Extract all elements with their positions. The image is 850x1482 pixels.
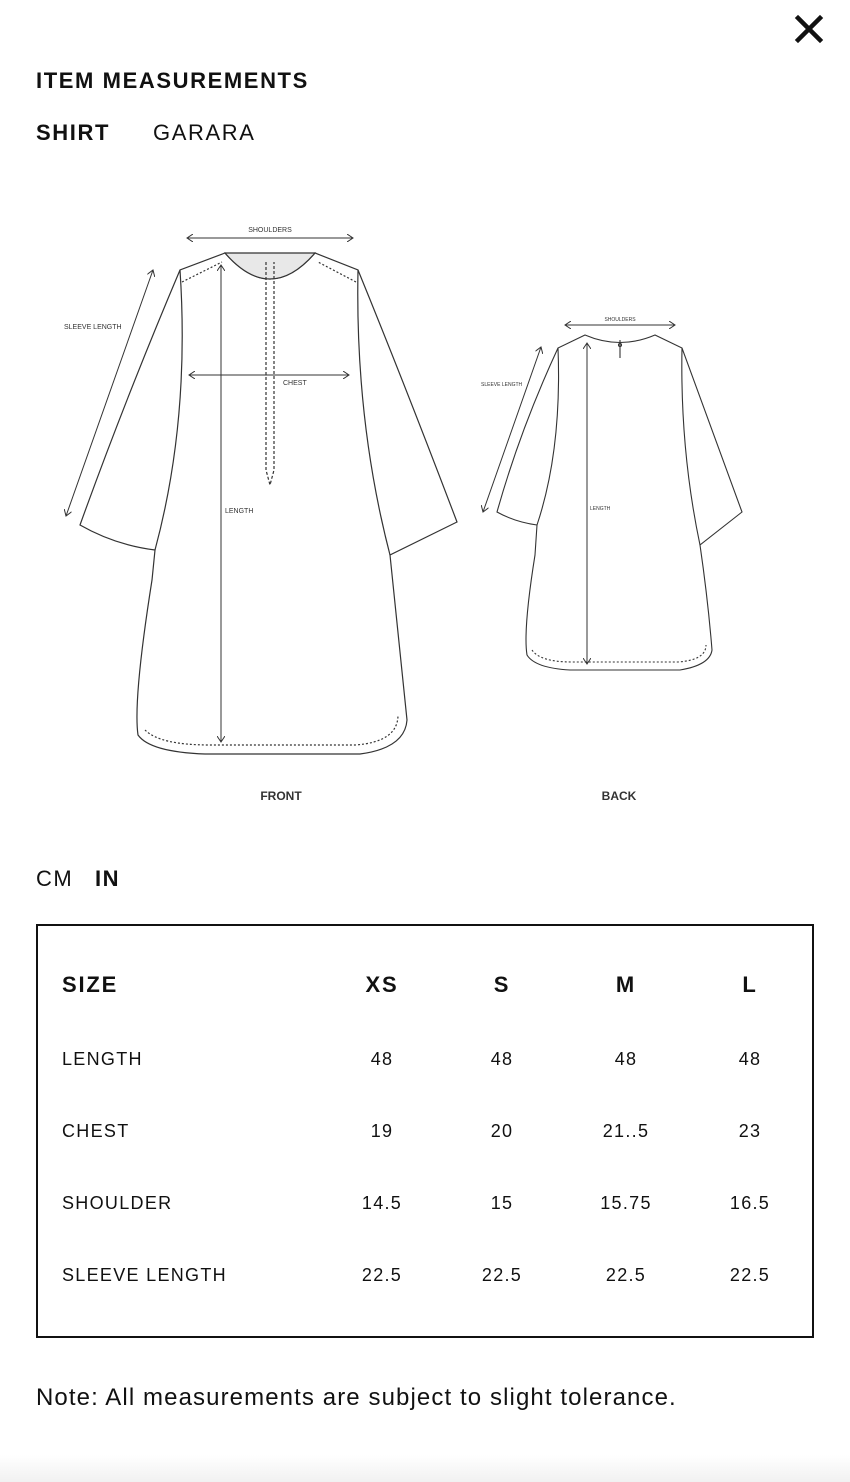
front-length-label: LENGTH [225, 508, 253, 515]
table-row: LENGTH 48 48 48 48 [38, 1049, 812, 1079]
table-row: SHOULDER 14.5 15 15.75 16.5 [38, 1193, 812, 1223]
row-label: CHEST [62, 1121, 130, 1141]
bottom-fade [0, 1455, 850, 1482]
cell-value: 22.5 [481, 1265, 523, 1285]
back-sleeve-length-label: SLEEVE LENGTH [481, 382, 523, 388]
row-label: SLEEVE LENGTH [62, 1265, 227, 1285]
header-xs: XS [365, 972, 399, 997]
cell-value: 19 [370, 1121, 394, 1141]
front-caption: FRONT [260, 789, 302, 803]
cell-value: 48 [614, 1049, 638, 1069]
cell-value: 48 [490, 1049, 514, 1069]
size-chart-table: SIZE XS S M L LENGTH 48 48 48 48 CHEST 1… [36, 924, 814, 1338]
cell-value: 16.5 [729, 1193, 771, 1213]
row-label: LENGTH [62, 1049, 143, 1069]
cell-value: 22.5 [605, 1265, 647, 1285]
cell-value: 15.75 [600, 1193, 652, 1213]
cell-value: 20 [490, 1121, 514, 1141]
header-l: L [742, 972, 758, 997]
tab-shirt[interactable]: SHIRT [36, 120, 110, 145]
measurement-illustration: SHOULDERS CHEST LENGTH SLEEVE LENGTH FRO… [36, 227, 743, 803]
back-caption: BACK [602, 789, 637, 803]
cell-value: 15 [490, 1193, 514, 1213]
front-arrows [66, 238, 353, 742]
close-button[interactable] [792, 12, 826, 46]
front-garment [79, 252, 458, 755]
front-shoulders-label: SHOULDERS [248, 227, 292, 234]
cell-value: 48 [738, 1049, 762, 1069]
table-row: SLEEVE LENGTH 22.5 22.5 22.5 22.5 [38, 1265, 812, 1295]
cell-value: 21..5 [602, 1121, 650, 1141]
cell-value: 23 [738, 1121, 762, 1141]
table-header-row: SIZE XS S M L [38, 972, 812, 1002]
page-title: ITEM MEASUREMENTS [36, 68, 309, 93]
front-sleeve-length-label: SLEEVE LENGTH [64, 324, 122, 331]
unit-toggle-in[interactable]: IN [95, 866, 120, 891]
header-size: SIZE [62, 972, 119, 997]
back-garment [496, 334, 743, 671]
row-label: SHOULDER [62, 1193, 173, 1213]
front-chest-label: CHEST [283, 380, 307, 387]
tab-garara[interactable]: GARARA [153, 120, 256, 145]
back-arrows [483, 325, 675, 664]
tolerance-note: Note: All measurements are subject to sl… [36, 1384, 677, 1411]
unit-toggle-cm[interactable]: CM [36, 866, 74, 891]
header-s: S [493, 972, 511, 997]
cell-value: 22.5 [729, 1265, 771, 1285]
table-row: CHEST 19 20 21..5 23 [38, 1121, 812, 1151]
close-icon [794, 14, 824, 44]
back-shoulders-label: SHOULDERS [604, 317, 636, 323]
cell-value: 14.5 [361, 1193, 403, 1213]
back-length-label: LENGTH [590, 506, 611, 512]
cell-value: 22.5 [361, 1265, 403, 1285]
header-m: M [615, 972, 637, 997]
cell-value: 48 [370, 1049, 394, 1069]
